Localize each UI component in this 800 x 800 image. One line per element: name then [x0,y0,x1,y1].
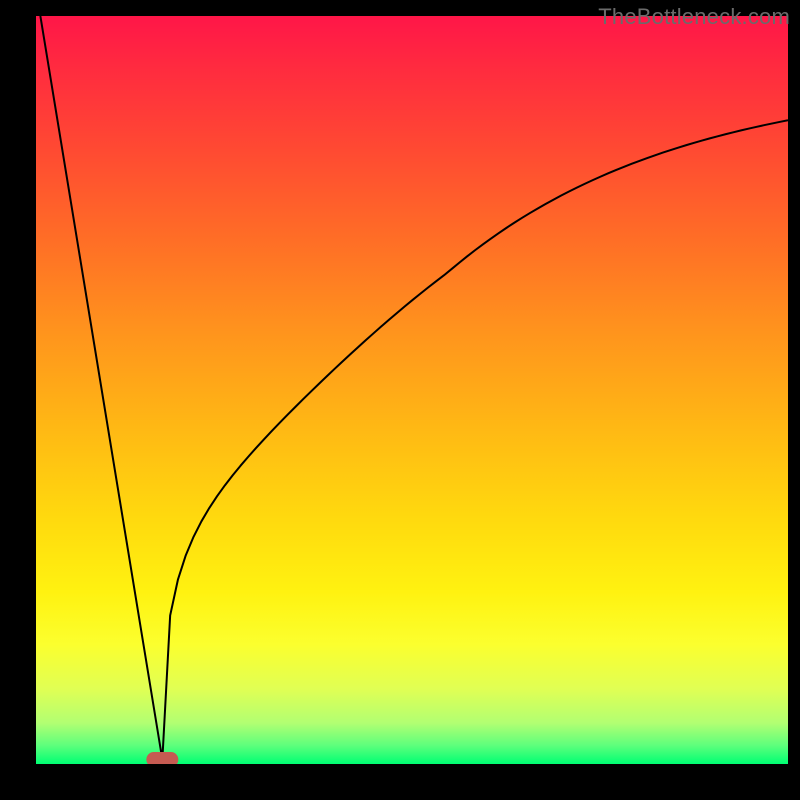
chart-svg [36,16,788,764]
chart-frame [36,16,788,764]
gradient-background [36,16,788,764]
optimal-marker [146,752,178,764]
watermark-text: TheBottleneck.com [598,4,790,30]
